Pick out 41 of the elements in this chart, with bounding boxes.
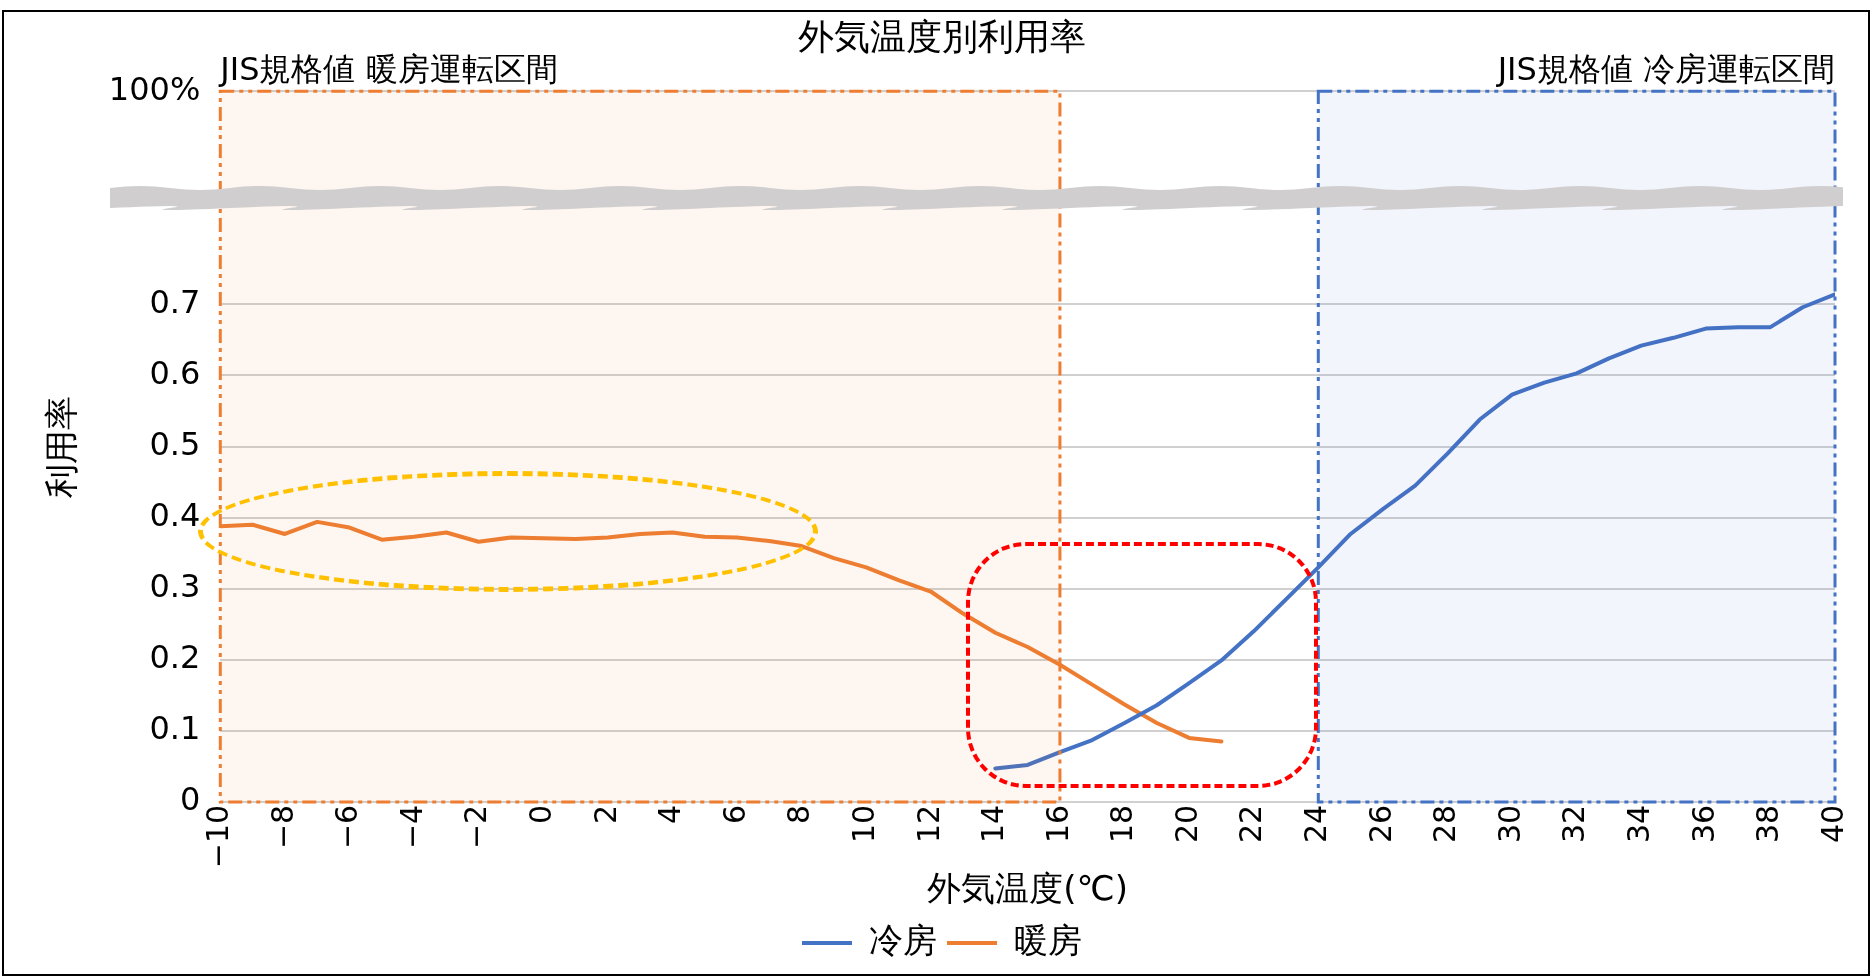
x-tick-label: 26	[1362, 804, 1398, 844]
x-tick-label: 6	[716, 804, 752, 824]
x-tick-label: −8	[264, 804, 300, 850]
x-tick-label: 36	[1685, 804, 1721, 844]
x-tick-label: −6	[329, 804, 365, 850]
y-tick-label: 0.1	[149, 709, 201, 748]
y-tick-label: 0.5	[149, 424, 201, 463]
x-tick-label: 14	[975, 804, 1011, 844]
x-tick-label: 10	[845, 804, 881, 844]
x-tick-label: 34	[1621, 804, 1657, 844]
x-tick-label: 8	[781, 804, 817, 824]
y-tick-label: 0.2	[149, 638, 201, 677]
x-tick-label: 24	[1298, 804, 1334, 844]
legend-label: 暖房	[1014, 919, 1082, 960]
x-tick-label: 32	[1556, 804, 1592, 844]
y-tick-label: 0.4	[149, 495, 201, 534]
chart-title: 外気温度別利用率	[798, 15, 1086, 57]
x-tick-label: 2	[587, 804, 623, 824]
x-tick-label: 38	[1750, 804, 1786, 844]
x-tick-label: 4	[652, 804, 688, 824]
y-tick-label: 100%	[108, 69, 201, 108]
x-tick-label: −10	[200, 804, 236, 869]
x-tick-label: 18	[1104, 804, 1140, 844]
x-tick-label: −4	[393, 804, 429, 850]
y-axis-title: 利用率	[41, 395, 82, 498]
x-axis-title: 外気温度(℃)	[927, 868, 1128, 909]
x-tick-label: 12	[910, 804, 946, 844]
legend-label: 冷房	[869, 919, 937, 960]
y-tick-label: 0.7	[149, 282, 201, 321]
x-tick-label: 20	[1168, 804, 1204, 844]
x-tick-label: 30	[1491, 804, 1527, 844]
band-label: JIS規格値 暖房運転区間	[218, 49, 558, 88]
x-tick-label: 28	[1427, 804, 1463, 844]
x-tick-label: 22	[1233, 804, 1269, 844]
x-tick-label: 40	[1814, 804, 1850, 844]
x-tick-label: 0	[523, 804, 559, 824]
band-label: JIS規格値 冷房運転区間	[1495, 49, 1835, 88]
x-tick-label: −2	[458, 804, 494, 850]
y-tick-label: 0.6	[149, 353, 201, 392]
x-tick-label: 16	[1039, 804, 1075, 844]
y-tick-label: 0.3	[149, 567, 201, 605]
